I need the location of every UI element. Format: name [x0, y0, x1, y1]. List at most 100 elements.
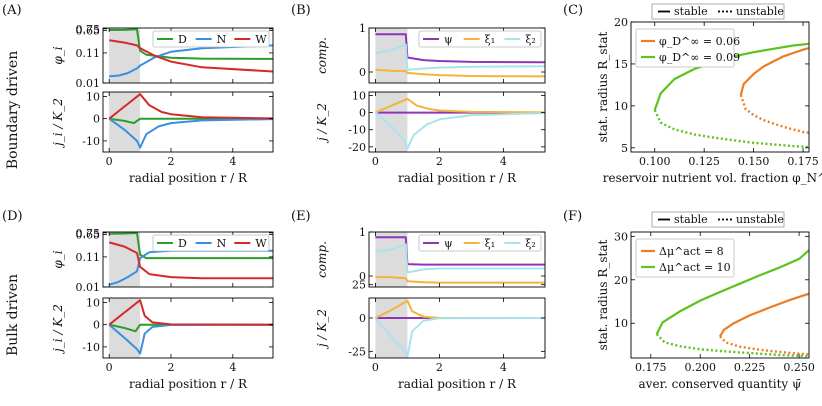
axes-frame [630, 21, 810, 153]
plot-f: 10 20 30 0.175 0.200 0.225 0.250 aver. conserve… [596, 211, 815, 391]
y-tick-label: 0.65 [76, 229, 101, 242]
x-axis-label: reservoir nutrient vol. fraction φ_N^∞ [603, 171, 822, 185]
series-line-0 [375, 33, 545, 64]
legend-label: W [255, 237, 267, 250]
y-tick-label: 0 [93, 113, 100, 126]
y-axis-label: φ_i [51, 250, 65, 268]
axes-frame [102, 297, 274, 359]
x-axis-label: radial position r / R [129, 171, 248, 185]
x-tick-label: 0.250 [783, 361, 815, 374]
x-axis-label: radial position r / R [398, 377, 517, 391]
svg-text:Boundary driven: Boundary driven [5, 51, 21, 169]
axes-frame [102, 27, 274, 84]
plot-e-bottom: -25 0 25 0 2 4 radial position r / R j / K_2 [315, 279, 546, 391]
series-line-2 [374, 111, 545, 150]
y-axis-label: stat. radius R_stat [596, 239, 610, 350]
x-tick-label: 0 [106, 155, 113, 168]
x-tick-label: 4 [500, 361, 507, 374]
legend-label: ξ₁ [485, 33, 495, 46]
y-tick-label: 15 [614, 58, 628, 71]
series-line-0 [375, 236, 545, 266]
legend-label: ξ₂ [525, 237, 535, 250]
y-tick-label: 0.65 [76, 25, 101, 38]
legend: ψ ξ₁ ξ₂ [418, 30, 542, 48]
unstable-branch-0 [739, 94, 809, 134]
y-tick-label: 0.01 [76, 281, 101, 294]
plot-b-top: 0 1 comp. ψ ξ₁ ξ₂ [315, 22, 546, 84]
legend: ψ ξ₁ ξ₂ [418, 234, 542, 252]
series-line-1 [375, 97, 545, 114]
series-line-2 [375, 243, 545, 274]
y-tick-label: -10 [82, 135, 100, 148]
y-tick-label: 0.11 [76, 47, 101, 60]
stable-branch-1 [655, 249, 809, 335]
y-tick-label: 10 [86, 296, 100, 309]
plot-d-top: 0.01 0.11 0.650.75 φ_i D N W [51, 227, 274, 294]
axes-frame [102, 91, 274, 153]
y-tick-label: -10 [82, 341, 100, 354]
unstable-label: unstable [736, 213, 784, 226]
y-tick-label: 0.11 [76, 251, 101, 264]
panel-letter-b: (B) [291, 3, 311, 18]
series-line-1 [109, 44, 273, 78]
y-tick-label: -10 [348, 124, 366, 137]
stable-label: stable [674, 5, 708, 18]
panel-letter-e: (E) [291, 209, 311, 224]
y-tick-label: 0 [359, 312, 366, 325]
legend: Δμ^act = 8 Δμ^act = 10 [635, 238, 735, 278]
legend-label: ψ [444, 237, 453, 250]
x-tick-label: 0 [372, 361, 379, 374]
x-axis-label: radial position r / R [398, 171, 517, 185]
series-line-0 [109, 117, 273, 125]
x-axis-label: radial position r / R [129, 377, 248, 391]
y-tick-label: 10 [614, 100, 628, 113]
panel-letter-c: (C) [563, 3, 583, 18]
y-axis-label: j_i / K_2 [51, 304, 65, 355]
y-tick-label: 0 [359, 66, 366, 79]
unstable-branch-0 [719, 335, 809, 356]
plot-d-bottom: -10 0 10 0 2 4 radial position r / R j_i / K_2 [51, 296, 274, 391]
x-axis-label: aver. conserved quantity ψ̄ [639, 377, 802, 391]
plot-a-bottom: -10 0 10 0 2 4 radial position r / R j_i / K_2 [51, 90, 274, 185]
shaded-core-region [375, 28, 408, 83]
x-tick-label: 0.200 [684, 361, 716, 374]
series-line-1 [108, 117, 273, 149]
stable-branch-0 [739, 46, 809, 96]
y-tick-label: 5 [621, 142, 628, 155]
y-tick-label: 20 [614, 16, 628, 29]
series-line-0 [109, 28, 273, 60]
plot-a-top: 0.01 0.11 0.650.75 φ_i D N W [51, 23, 274, 90]
axes-frame [368, 91, 546, 153]
x-tick-label: 2 [168, 155, 175, 168]
x-tick-label: 0.125 [688, 155, 720, 168]
series-line-1 [108, 323, 273, 355]
series-line-1 [375, 275, 545, 284]
series-line-1 [375, 68, 545, 78]
y-axis-label: comp. [315, 37, 329, 74]
y-tick-label: 0 [359, 107, 366, 120]
stable-label: stable [674, 213, 708, 226]
y-tick-label: 10 [614, 317, 628, 330]
y-axis-label: j / K_2 [315, 309, 329, 350]
y-axis-label: j / K_2 [315, 103, 329, 144]
unstable-branch-1 [655, 333, 809, 358]
legend-label: Δμ^act = 10 [659, 261, 731, 274]
y-axis-label: comp. [315, 241, 329, 278]
x-tick-label: 0.100 [639, 155, 671, 168]
series-line-2 [108, 93, 273, 120]
x-tick-label: 4 [229, 361, 236, 374]
y-tick-label: 0.75 [76, 227, 101, 240]
axes-frame [368, 297, 546, 359]
x-tick-label: 2 [168, 361, 175, 374]
stable-branch-0 [719, 292, 809, 337]
y-tick-label: 1 [359, 22, 366, 35]
y-tick-label: 10 [86, 90, 100, 103]
plot-c: 5 10 15 20 0.100 0.125 0.150 0.175 reservoir nut… [596, 3, 822, 185]
style-legend: stable unstable [651, 3, 785, 20]
axes-frame [102, 231, 274, 288]
x-tick-label: 0.175 [635, 361, 667, 374]
y-tick-label: 0 [93, 319, 100, 332]
series-line-2 [108, 299, 273, 326]
panel-letter-f: (F) [563, 209, 582, 224]
